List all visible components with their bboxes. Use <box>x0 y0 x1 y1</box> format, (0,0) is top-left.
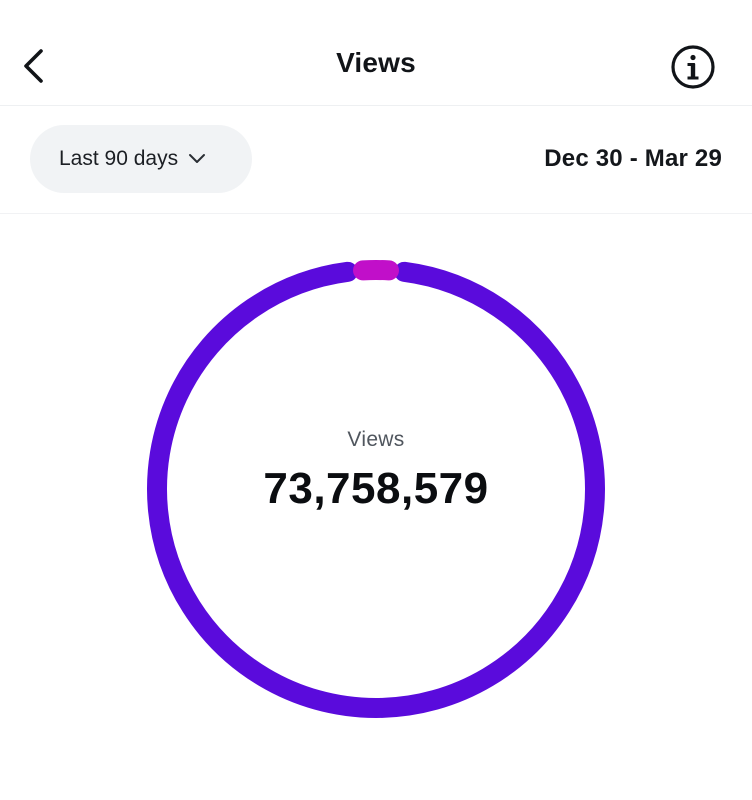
date-range-dropdown-label: Last 90 days <box>59 147 179 170</box>
date-range-dropdown[interactable]: Last 90 days <box>30 125 252 193</box>
info-button[interactable] <box>670 44 716 90</box>
top-bar: Views <box>0 0 752 106</box>
date-range-text: Dec 30 - Mar 29 <box>544 145 722 172</box>
chevron-left-icon <box>24 49 43 83</box>
ring-center-summary: Views 73,758,579 <box>145 428 607 514</box>
chevron-down-icon <box>188 153 206 165</box>
page-title: Views <box>336 47 416 78</box>
ring-segment-primary <box>147 261 605 718</box>
views-ring-chart <box>145 258 607 720</box>
summary-value: 73,758,579 <box>263 464 489 513</box>
filter-bar: Last 90 days Dec 30 - Mar 29 <box>0 106 752 214</box>
back-button[interactable] <box>14 44 54 88</box>
summary-label: Views <box>347 428 405 451</box>
info-circle-icon <box>671 45 715 89</box>
